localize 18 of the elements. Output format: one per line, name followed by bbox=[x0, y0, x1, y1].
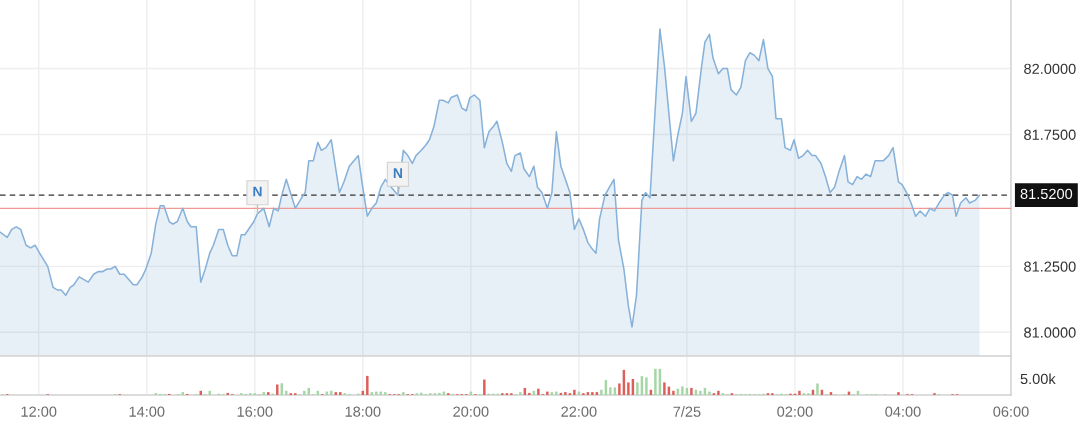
y-tick-label: 81.0000 bbox=[1024, 327, 1076, 338]
text: 5.00k bbox=[1020, 373, 1056, 385]
x-tick-label: 14:00 bbox=[129, 406, 165, 417]
y-tick-label: 82.0000 bbox=[1024, 63, 1076, 74]
x-tick-label: 12:00 bbox=[21, 406, 57, 417]
x-tick-label: 16:00 bbox=[237, 406, 273, 417]
annotation: N bbox=[253, 186, 262, 197]
x-tick-label: 20:00 bbox=[453, 406, 489, 417]
ref-line-label: 81.5200 bbox=[1020, 188, 1073, 200]
y-tick-label: 81.7500 bbox=[1024, 129, 1076, 140]
x-tick-label: 7/25 bbox=[673, 406, 701, 417]
annotation: N bbox=[393, 168, 402, 178]
x-tick-label: 02:00 bbox=[777, 406, 813, 417]
x-tick-label: 04:00 bbox=[885, 406, 921, 417]
x-tick-label: 06:00 bbox=[993, 406, 1029, 417]
x-tick-label: 22:00 bbox=[561, 406, 597, 417]
x-tick-label: 18:00 bbox=[345, 406, 381, 417]
y-tick-label: 81.2500 bbox=[1024, 261, 1076, 272]
